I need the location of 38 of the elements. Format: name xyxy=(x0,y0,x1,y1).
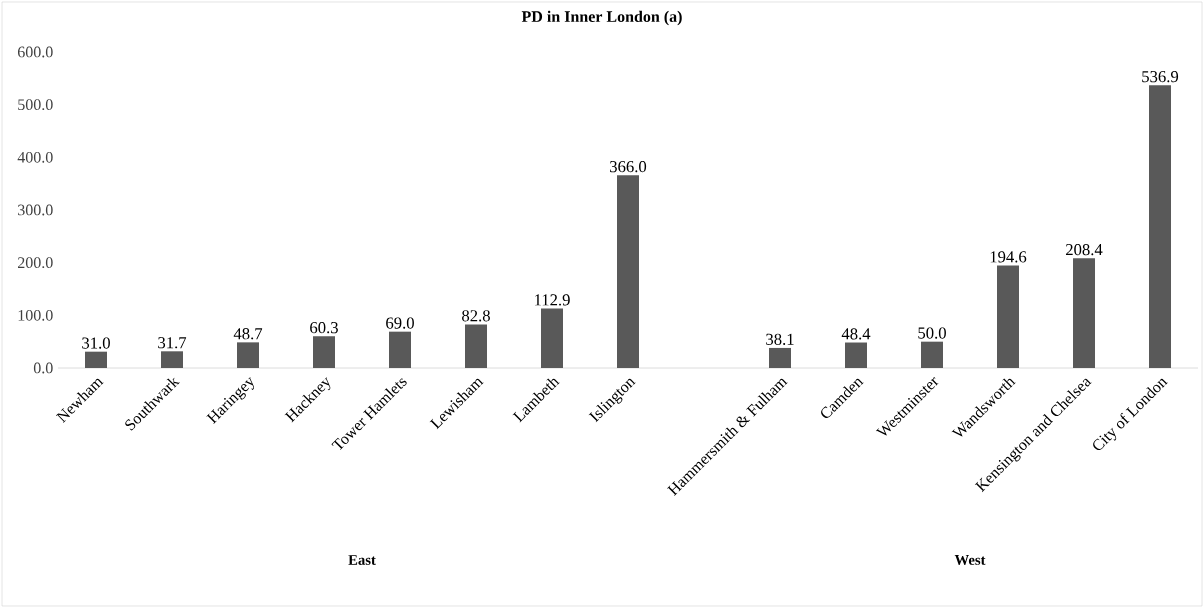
data-label: 69.0 xyxy=(386,317,414,329)
data-label: 194.6 xyxy=(990,251,1027,263)
y-tick-label: 500.0 xyxy=(18,99,53,111)
bar xyxy=(617,175,639,368)
data-label: 48.7 xyxy=(233,328,263,340)
data-label: 82.8 xyxy=(462,310,490,322)
bar xyxy=(389,331,411,368)
bar xyxy=(161,351,183,368)
y-tick-label: 400.0 xyxy=(17,151,53,163)
bar xyxy=(465,324,488,368)
text: West xyxy=(954,555,986,565)
y-tick-label: 300.0 xyxy=(18,204,53,216)
data-label: 50.0 xyxy=(918,327,946,339)
bar xyxy=(845,342,868,368)
y-tick-label: 600.0 xyxy=(17,46,53,58)
y-tick-label: 0.0 xyxy=(33,362,53,374)
y-tick-label: 200.0 xyxy=(18,257,53,269)
bar xyxy=(997,265,1019,368)
bar xyxy=(313,336,335,368)
chart-title: PD in Inner London (a) xyxy=(521,10,682,26)
y-tick-label: 100.0 xyxy=(18,309,53,321)
data-label: 38.1 xyxy=(766,333,794,345)
data-label: 208.4 xyxy=(1065,243,1103,256)
bar xyxy=(921,341,944,368)
data-label: 536.9 xyxy=(1142,71,1179,83)
bar xyxy=(541,308,563,368)
data-label: 112.9 xyxy=(535,294,570,306)
data-label: 366.0 xyxy=(610,160,647,173)
bar xyxy=(1073,258,1096,368)
data-label: 31.0 xyxy=(82,337,110,349)
bar xyxy=(1149,85,1172,368)
bar xyxy=(769,347,791,368)
bar xyxy=(237,342,259,368)
data-label: 48.4 xyxy=(841,328,871,340)
bar xyxy=(85,351,107,368)
data-label: 31.7 xyxy=(158,337,187,349)
text: East xyxy=(348,555,376,565)
data-label: 60.3 xyxy=(310,321,338,334)
